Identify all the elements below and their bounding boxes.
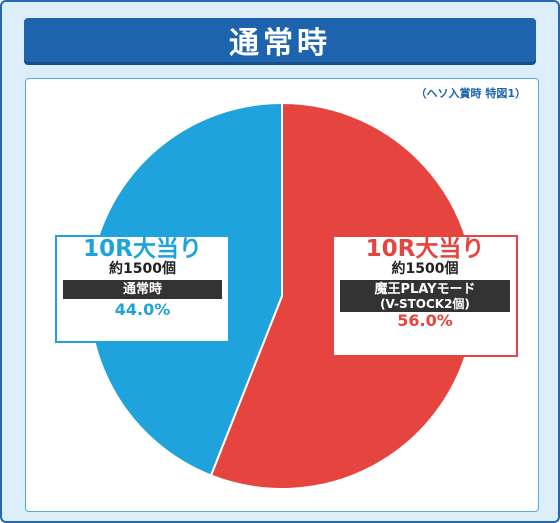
chart-panel: （ヘソ入賞時 特図1） 10R大当り 約1500個 通常時 44.0% 10R大… — [25, 78, 539, 512]
slice-label-normal-title: 10R大当り — [83, 236, 202, 262]
slice-label-normal-mode: 通常時 — [63, 280, 222, 299]
slice-label-maou: 10R大当り 約1500個 魔王PLAYモード (V-STOCK2個) 56.0… — [332, 235, 518, 357]
slice-label-normal: 10R大当り 約1500個 通常時 44.0% — [55, 235, 230, 343]
slice-label-normal-percent: 44.0% — [114, 300, 171, 319]
slice-label-maou-title: 10R大当り — [365, 236, 485, 262]
slice-label-maou-mode-name: 魔王PLAYモード — [374, 282, 476, 297]
page-title: 通常時 — [24, 18, 536, 62]
slice-label-maou-balls: 約1500個 — [391, 261, 459, 277]
slice-label-maou-stock: (V-STOCK2個) — [380, 297, 470, 311]
slice-label-maou-mode: 魔王PLAYモード (V-STOCK2個) — [340, 280, 510, 312]
slice-label-normal-balls: 約1500個 — [109, 261, 176, 277]
chart-note: （ヘソ入賞時 特図1） — [415, 87, 526, 100]
slice-label-maou-percent: 56.0% — [397, 311, 453, 330]
